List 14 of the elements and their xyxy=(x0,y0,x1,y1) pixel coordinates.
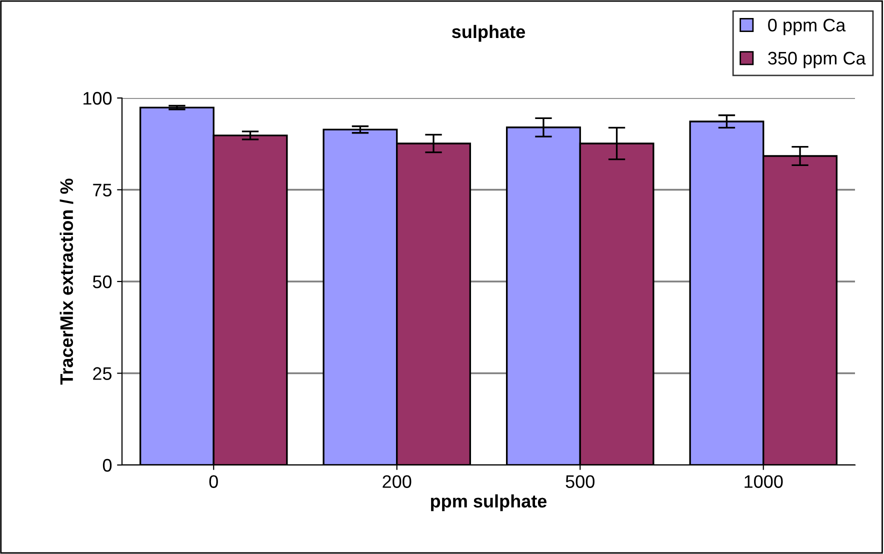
x-axis-title: ppm sulphate xyxy=(431,494,547,512)
x-tick-label: 1000 xyxy=(744,475,783,488)
chart-title: sulphate xyxy=(452,24,526,42)
y-axis-title: TracerMix extraction / % xyxy=(60,178,74,385)
y-tick-label: 100 xyxy=(84,92,112,105)
legend-label: 0 ppm Ca xyxy=(768,18,846,36)
x-tick-label: 500 xyxy=(566,475,594,488)
legend-label: 350 ppm Ca xyxy=(768,52,866,68)
y-tick-label: 50 xyxy=(92,275,112,288)
y-tick-label: 75 xyxy=(93,184,112,196)
y-tick-label: 25 xyxy=(93,367,112,380)
x-tick-label: 200 xyxy=(382,475,412,488)
x-tick-label: 0 xyxy=(209,475,218,488)
y-tick-label: 0 xyxy=(102,458,112,472)
